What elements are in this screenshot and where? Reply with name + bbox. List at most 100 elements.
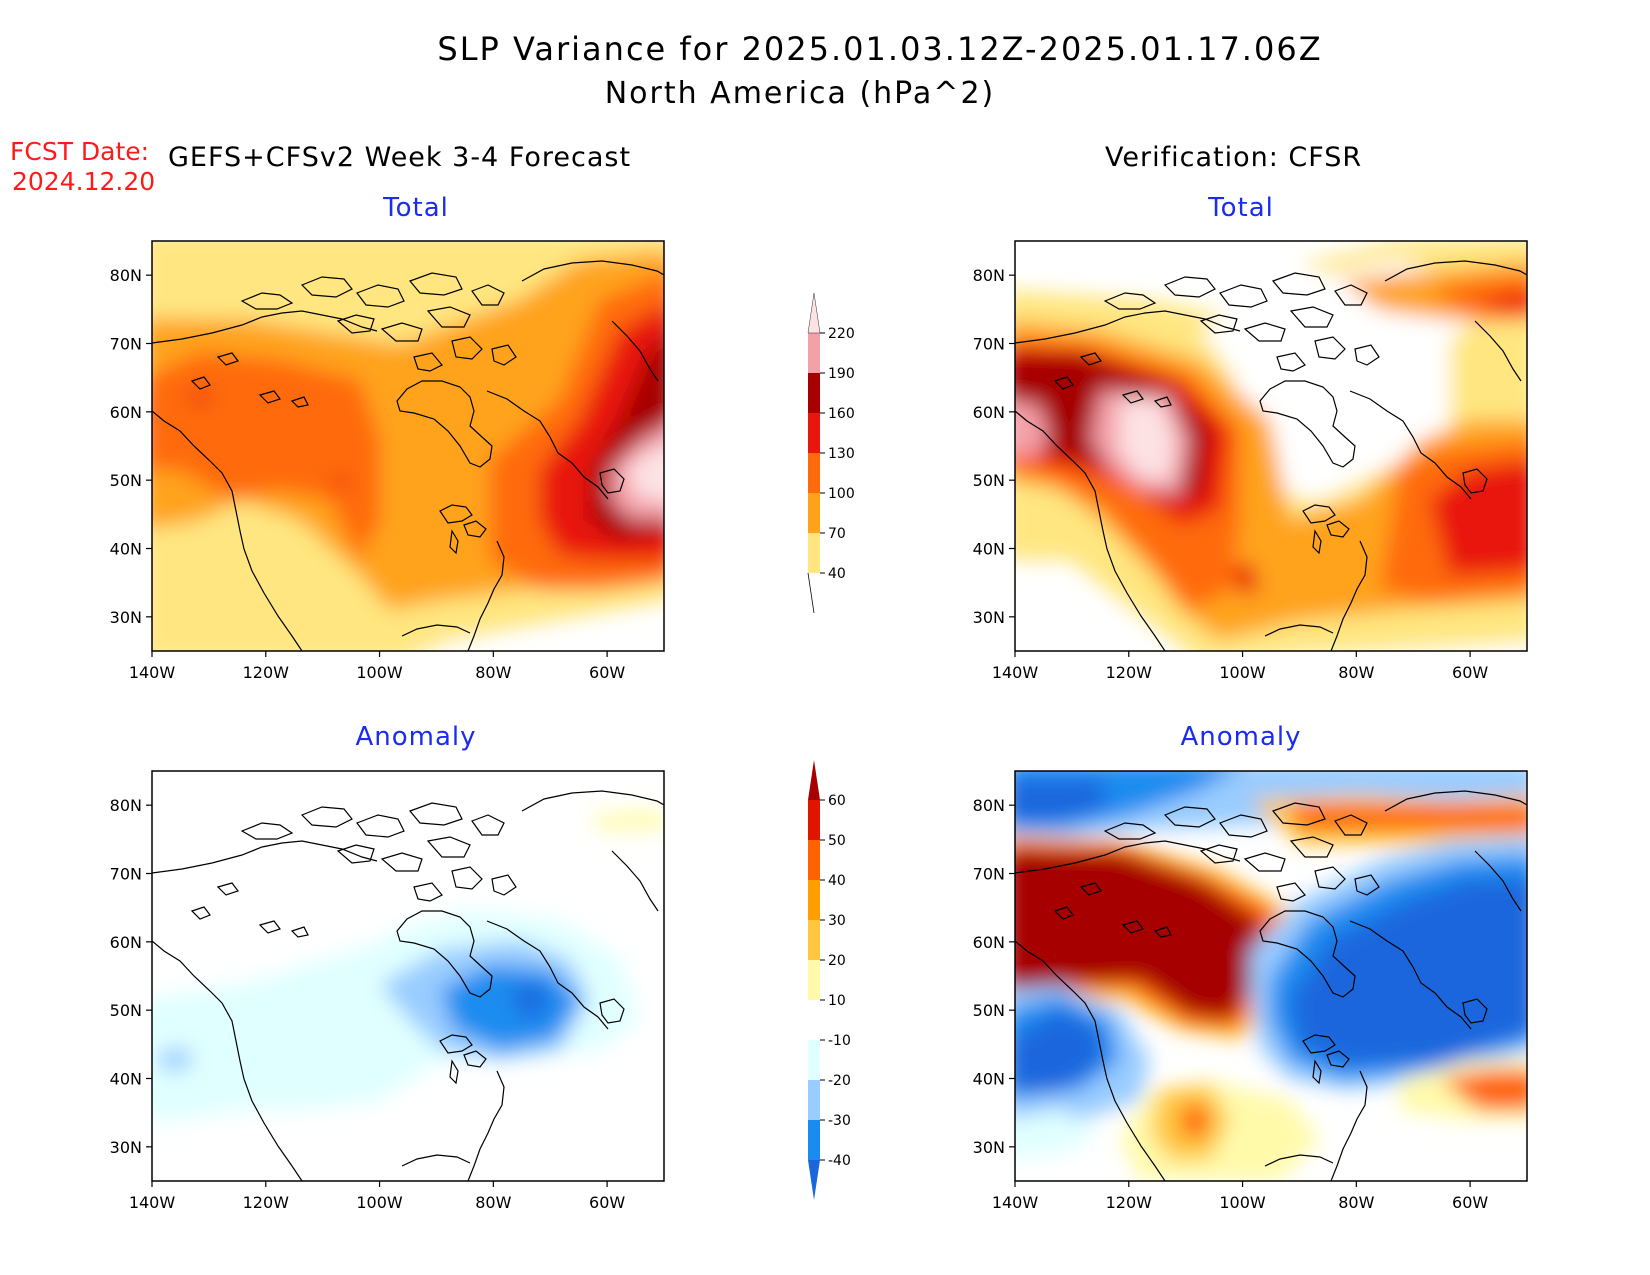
- colorbar-swatch: [808, 1000, 820, 1040]
- map-frame: [151, 240, 665, 652]
- colorbar-total: 40 70 100 130 160 190 220: [807, 292, 855, 614]
- lon-tick-label: 100W: [356, 1193, 403, 1212]
- panel-title-fcst-anomaly: Anomaly: [355, 722, 477, 752]
- colorbar-label: -40: [828, 1153, 851, 1169]
- lat-tick-label: 60N: [973, 403, 1005, 422]
- colorbar-swatch: [808, 960, 820, 1000]
- lat-tick-label: 40N: [973, 540, 1005, 559]
- map-panel-fcst-anomaly: 140W 120W 100W 80W 60W 30N 40N 50N 60N 70N 80N: [110, 770, 665, 1212]
- lon-tick-label: 60W: [1452, 663, 1488, 682]
- colorbar-anomaly: -40 -30 -20 -10 10 20 30 40 50 60: [808, 760, 851, 1200]
- lat-tick-label: 80N: [110, 266, 142, 285]
- lat-tick-label: 50N: [973, 471, 1005, 490]
- lat-tick-label: 30N: [973, 1138, 1005, 1157]
- colorbar-label: 130: [828, 446, 855, 462]
- lat-tick-label: 70N: [973, 865, 1005, 884]
- map-panel-fcst-total: 140W 120W 100W 80W 60W 30N 40N 50N 60N 70N 80N: [110, 240, 665, 682]
- lat-tick-label: 40N: [973, 1070, 1005, 1089]
- colorbar-swatch: [808, 413, 820, 453]
- lat-tick-label: 60N: [110, 403, 142, 422]
- panel-title-fcst-total: Total: [383, 193, 449, 223]
- lon-tick-label: 140W: [992, 663, 1039, 682]
- colorbar-swatch: [808, 1120, 820, 1160]
- colorbar-swatch: [808, 1080, 820, 1120]
- colorbar-arrow: [807, 572, 815, 614]
- verification-header: Verification: CFSR: [1105, 142, 1363, 173]
- colorbar-swatch: [808, 800, 820, 840]
- colorbar-swatch: [808, 840, 820, 880]
- colorbar-label: 60: [828, 793, 846, 809]
- colorbar-label: 40: [828, 873, 846, 889]
- colorbar-swatch: [808, 533, 820, 573]
- lon-tick-label: 100W: [356, 663, 403, 682]
- lon-tick-label: 140W: [992, 1193, 1039, 1212]
- lon-tick-label: 140W: [129, 663, 176, 682]
- lat-tick-label: 80N: [973, 266, 1005, 285]
- map-panel-verif-total: 140W 120W 100W 80W 60W 30N 40N 50N 60N 70N 80N: [973, 240, 1528, 682]
- map-frame: [151, 770, 665, 1182]
- lon-tick-label: 100W: [1219, 1193, 1266, 1212]
- colorbar-swatch: [808, 333, 820, 373]
- panel-title-verif-total: Total: [1208, 193, 1274, 223]
- lat-tick-label: 70N: [110, 335, 142, 354]
- lat-tick-label: 80N: [973, 796, 1005, 815]
- lon-tick-label: 80W: [1338, 1193, 1374, 1212]
- lat-tick-label: 50N: [110, 471, 142, 490]
- panel-title-verif-anomaly: Anomaly: [1180, 722, 1302, 752]
- colorbar-swatch: [808, 453, 820, 493]
- colorbar-swatch: [808, 920, 820, 960]
- colorbar-label: -30: [828, 1113, 851, 1129]
- subtitle: North America (hPa^2): [604, 76, 996, 111]
- lon-tick-label: 100W: [1219, 663, 1266, 682]
- forecast-header: GEFS+CFSv2 Week 3-4 Forecast: [168, 142, 632, 173]
- lon-tick-label: 60W: [589, 663, 625, 682]
- lat-tick-label: 60N: [973, 933, 1005, 952]
- lat-tick-label: 60N: [110, 933, 142, 952]
- colorbar-label: 50: [828, 833, 846, 849]
- lon-tick-label: 120W: [243, 663, 290, 682]
- lat-tick-label: 50N: [973, 1001, 1005, 1020]
- colorbar-label: 100: [828, 486, 855, 502]
- main-title: SLP Variance for 2025.01.03.12Z-2025.01.…: [437, 30, 1323, 68]
- colorbar-label: 160: [828, 406, 855, 422]
- lon-tick-label: 120W: [243, 1193, 290, 1212]
- lon-tick-label: 120W: [1106, 1193, 1153, 1212]
- lon-tick-label: 80W: [475, 1193, 511, 1212]
- lon-tick-label: 60W: [1452, 1193, 1488, 1212]
- lat-tick-label: 70N: [973, 335, 1005, 354]
- colorbar-label: 220: [828, 326, 855, 342]
- lon-tick-label: 140W: [129, 1193, 176, 1212]
- colorbar-label: 70: [828, 526, 846, 542]
- lat-tick-label: 80N: [110, 796, 142, 815]
- colorbar-label: 10: [828, 993, 846, 1009]
- lat-tick-label: 30N: [110, 608, 142, 627]
- colorbar-label: -10: [828, 1033, 851, 1049]
- lat-tick-label: 50N: [110, 1001, 142, 1020]
- colorbar-label: 190: [828, 366, 855, 382]
- colorbar-swatch: [808, 1040, 820, 1080]
- colorbar-label: -20: [828, 1073, 851, 1089]
- colorbar-swatch: [808, 373, 820, 413]
- fcst-date-label: FCST Date:: [10, 137, 150, 166]
- lon-tick-label: 80W: [475, 663, 511, 682]
- lat-tick-label: 40N: [110, 540, 142, 559]
- colorbar-swatch: [808, 880, 820, 920]
- colorbar-swatch: [808, 1160, 820, 1200]
- colorbar-label: 40: [828, 566, 846, 582]
- lat-tick-label: 30N: [973, 608, 1005, 627]
- colorbar-swatch: [808, 760, 820, 800]
- colorbar-label: 30: [828, 913, 846, 929]
- lat-tick-label: 70N: [110, 865, 142, 884]
- lon-tick-label: 80W: [1338, 663, 1374, 682]
- fcst-date-value: 2024.12.20: [12, 167, 156, 196]
- colorbar-label: 20: [828, 953, 846, 969]
- map-panel-verif-anomaly: 140W 120W 100W 80W 60W 30N 40N 50N 60N 70N 80N: [973, 770, 1528, 1212]
- map-frame: [1014, 770, 1528, 1182]
- lat-tick-label: 30N: [110, 1138, 142, 1157]
- lon-tick-label: 120W: [1106, 663, 1153, 682]
- lat-tick-label: 40N: [110, 1070, 142, 1089]
- map-frame: [1014, 240, 1528, 652]
- lon-tick-label: 60W: [589, 1193, 625, 1212]
- colorbar-swatch: [808, 493, 820, 533]
